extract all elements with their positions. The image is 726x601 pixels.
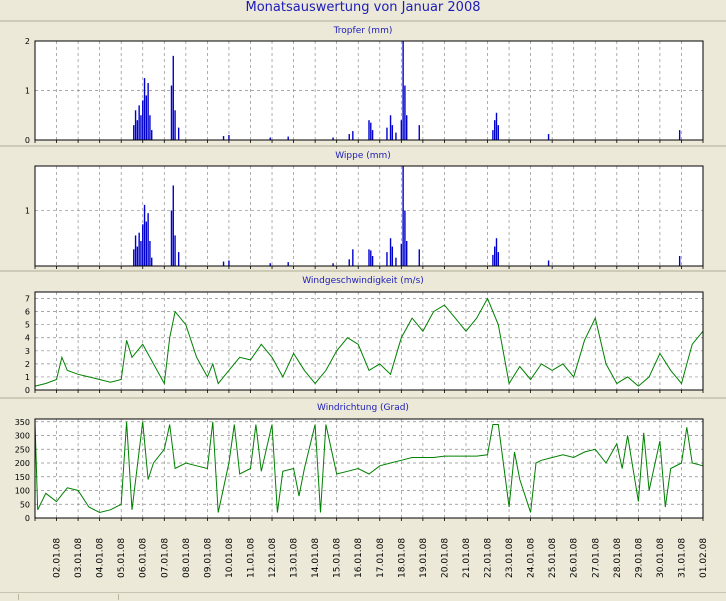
y-tick-label: 0 (25, 386, 30, 395)
y-tick-label: 0 (25, 136, 30, 145)
y-tick-label: 1 (25, 373, 30, 382)
panel-title: Windgeschwindigkeit (m/s) (302, 276, 424, 286)
status-separator (18, 594, 19, 600)
y-tick-label: 2 (25, 360, 30, 369)
x-tick-label: 29.01.08 (634, 538, 644, 578)
y-tick-label: 100 (15, 487, 30, 496)
plot-area (35, 419, 703, 518)
x-tick-label: 13.01.08 (290, 538, 300, 578)
y-tick-label: 150 (15, 473, 30, 482)
x-tick-label: 05.01.08 (117, 538, 127, 578)
y-tick-label: 350 (15, 418, 30, 427)
plot-frame (34, 291, 704, 391)
x-tick-label: 11.01.08 (247, 538, 257, 578)
plot-frame (34, 40, 704, 141)
x-tick-label: 26.01.08 (570, 538, 580, 578)
y-tick-label: 0 (25, 514, 30, 523)
y-tick-label: 250 (15, 445, 30, 454)
x-tick-label: 04.01.08 (96, 538, 106, 578)
x-tick-label: 03.01.08 (74, 538, 84, 578)
y-tick-label: 1 (25, 87, 30, 96)
series-line (34, 297, 704, 387)
x-tick-label: 20.01.08 (440, 538, 450, 578)
x-tick-label: 25.01.08 (548, 538, 558, 578)
y-tick-label: 300 (15, 432, 30, 441)
series-line (34, 421, 704, 514)
y-tick-label: 5 (25, 321, 30, 330)
x-tick-label: 10.01.08 (225, 538, 235, 578)
x-tick-label: 24.01.08 (527, 538, 537, 578)
x-tick-label: 06.01.08 (139, 538, 149, 578)
x-tick-label: 01.02.08 (699, 538, 709, 578)
plot-area (35, 292, 703, 390)
x-tick-label: 15.01.08 (333, 538, 343, 578)
panel-title: Tropfer (mm) (333, 26, 393, 36)
plot-frame (34, 418, 704, 519)
x-tick-label: 16.01.08 (354, 538, 364, 578)
y-tick-label: 3 (25, 347, 30, 356)
x-tick-label: 30.01.08 (656, 538, 666, 578)
x-tick-label: 08.01.08 (182, 538, 192, 578)
x-tick-label: 27.01.08 (591, 538, 601, 578)
panel-title: Wippe (mm) (335, 151, 391, 161)
y-tick-label: 7 (25, 295, 30, 304)
x-tick-label: 23.01.08 (505, 538, 515, 578)
x-tick-label: 31.01.08 (678, 538, 688, 578)
plot-frame (34, 165, 704, 267)
status-separator (118, 594, 119, 600)
x-tick-label: 17.01.08 (376, 538, 386, 578)
page-title: Monatsauswertung von Januar 2008 (245, 0, 481, 15)
y-tick-label: 1 (25, 206, 30, 215)
x-tick-label: 14.01.08 (311, 538, 321, 578)
x-tick-label: 22.01.08 (484, 538, 494, 578)
x-tick-label: 19.01.08 (419, 538, 429, 578)
y-tick-label: 50 (20, 500, 30, 509)
x-tick-label: 07.01.08 (160, 538, 170, 578)
panel-title: Windrichtung (Grad) (317, 403, 409, 413)
status-bar (0, 592, 726, 601)
x-tick-label: 21.01.08 (462, 538, 472, 578)
x-tick-label: 28.01.08 (613, 538, 623, 578)
x-tick-label: 18.01.08 (397, 538, 407, 578)
y-tick-label: 6 (25, 308, 30, 317)
x-tick-label: 02.01.08 (53, 538, 63, 578)
y-tick-label: 4 (25, 334, 30, 343)
x-tick-label: 12.01.08 (268, 538, 278, 578)
y-tick-label: 2 (25, 37, 30, 46)
y-tick-label: 200 (15, 459, 30, 468)
x-tick-label: 09.01.08 (203, 538, 213, 578)
